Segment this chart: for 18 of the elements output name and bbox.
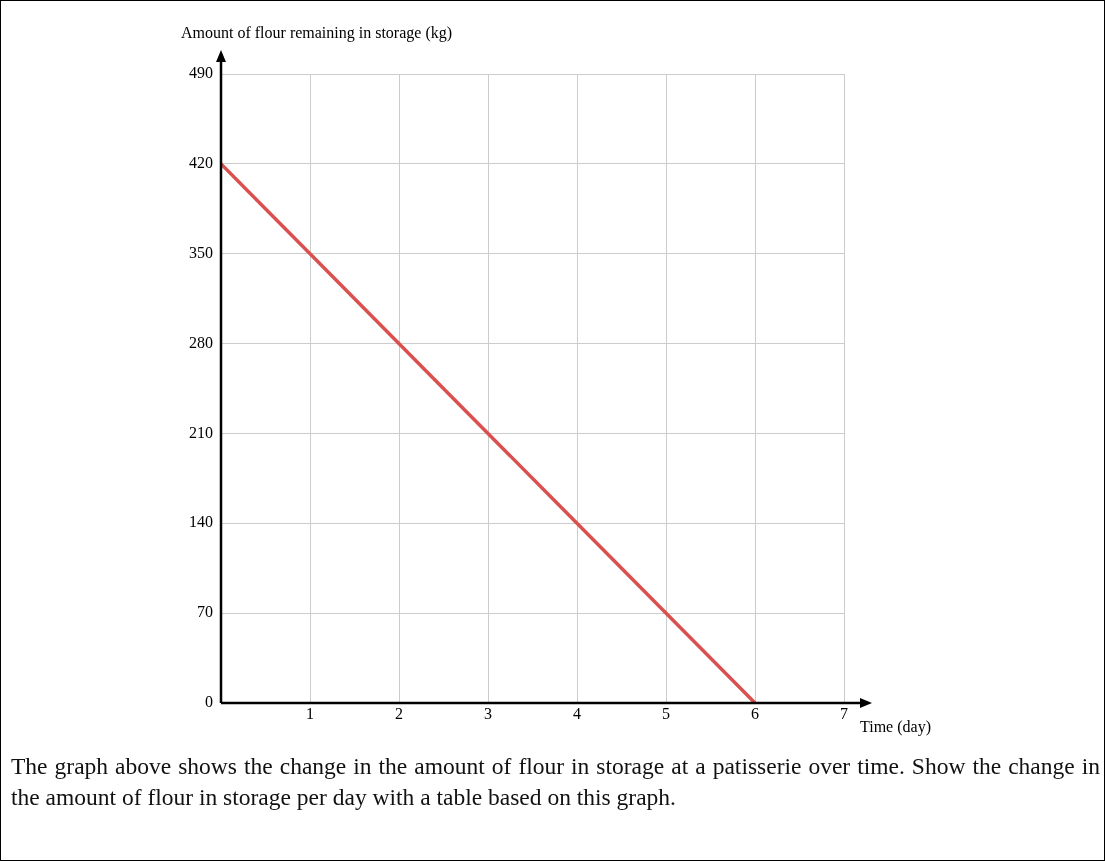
y-tick-label: 350 (189, 243, 213, 261)
y-axis-title: Amount of flour remaining in storage (kg) (181, 24, 453, 43)
y-tick-label: 420 (189, 154, 213, 172)
x-tick-label: 2 (395, 704, 403, 722)
x-tick-label: 7 (840, 704, 848, 722)
text: The graph above shows the change in the amount of flour in storage at a patisserie over time. Show the change in the amount of flour in storage per day with a table based on this graph. (11, 752, 1100, 812)
x-tick-label: 3 (484, 704, 492, 722)
x-tick-label: 4 (573, 704, 581, 722)
y-tick-label: 210 (189, 423, 213, 441)
x-tick-label: 6 (751, 704, 759, 722)
y-tick-label: 140 (189, 513, 213, 531)
y-tick-label: 490 (189, 64, 213, 82)
y-tick-label: 280 (189, 333, 213, 351)
y-tick-label: 70 (197, 603, 213, 621)
y-tick-label: 0 (205, 693, 213, 711)
x-axis-title: Time (day) (860, 718, 931, 737)
x-tick-label: 5 (662, 704, 670, 722)
x-tick-label: 1 (306, 704, 314, 722)
